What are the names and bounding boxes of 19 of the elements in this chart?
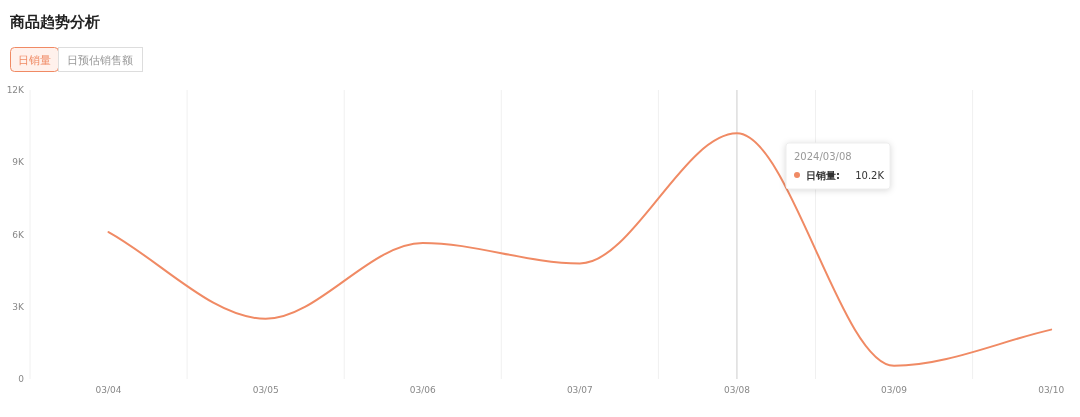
text: 日销量 — [17, 54, 51, 67]
x-tick-label: 03/10 — [1038, 385, 1065, 395]
annotation: 日销量: — [806, 170, 840, 181]
x-tick-label: 03/09 — [881, 385, 908, 395]
y-tick-label: 3K — [12, 301, 26, 312]
x-tick-label: 03/07 — [566, 385, 593, 395]
annotation: 2024/03/08 — [794, 151, 852, 162]
annotation: 10.2K — [855, 170, 885, 181]
x-tick-label: 03/06 — [409, 385, 436, 395]
y-tick-label: 9K — [12, 157, 26, 168]
x-tick-label: 03/04 — [95, 385, 122, 395]
text: 日预估销售额 — [67, 54, 133, 67]
x-tick-label: 03/05 — [252, 385, 279, 395]
y-tick-label: 0 — [18, 374, 25, 384]
y-tick-label: 6K — [12, 229, 26, 240]
x-tick-label: 03/08 — [723, 385, 751, 395]
y-tick-label: 12K — [6, 85, 26, 95]
chart-title: 商品趋势分析 — [9, 13, 100, 31]
line-series — [107, 132, 1053, 367]
